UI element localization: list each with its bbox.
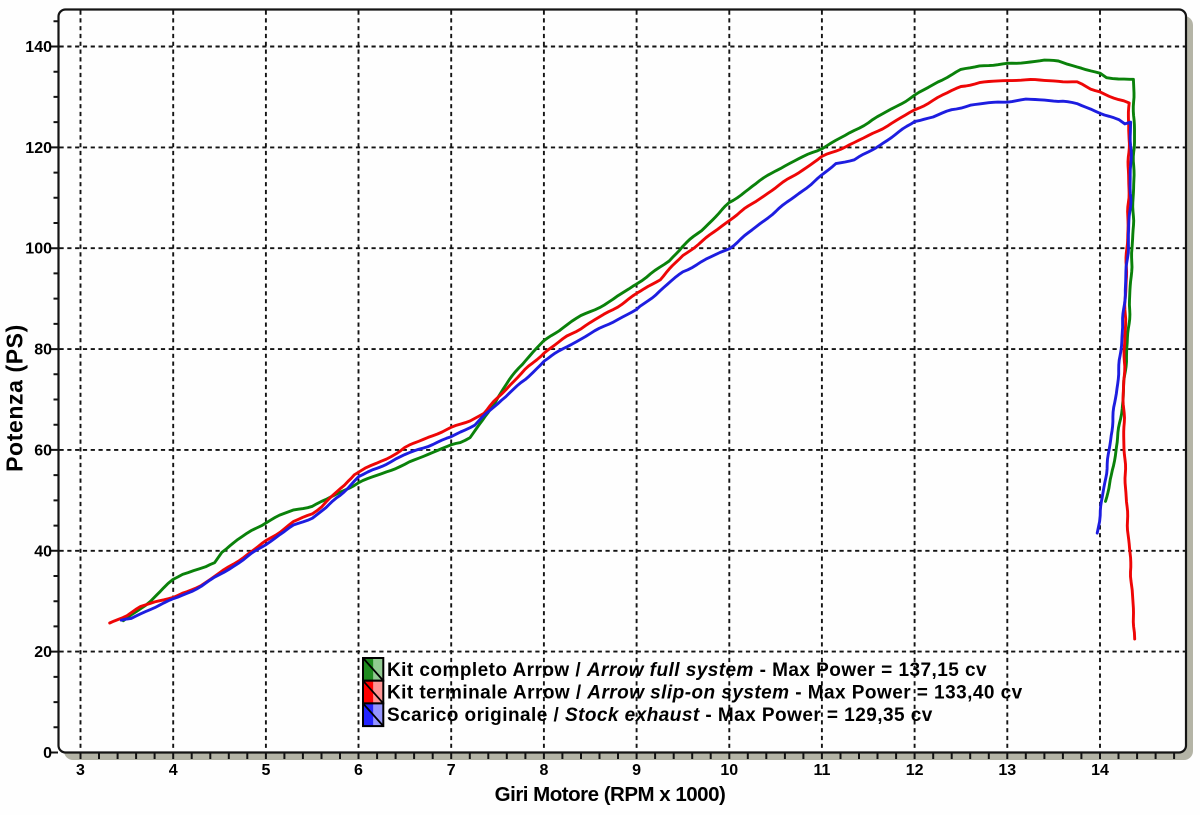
svg-text:100: 100 <box>25 241 52 258</box>
svg-text:Scarico originale / Stock exha: Scarico originale / Stock exhaust - Max … <box>387 705 933 726</box>
svg-text:6: 6 <box>354 762 363 779</box>
svg-text:8: 8 <box>539 762 548 779</box>
svg-text:Potenza (PS): Potenza (PS) <box>2 324 28 472</box>
svg-text:10: 10 <box>720 762 738 779</box>
svg-text:12: 12 <box>906 762 924 779</box>
svg-text:Kit completo Arrow / Arrow ful: Kit completo Arrow / Arrow full system -… <box>387 660 987 681</box>
svg-text:20: 20 <box>34 644 52 661</box>
svg-text:Giri Motore (RPM x 1000): Giri Motore (RPM x 1000) <box>495 783 726 806</box>
svg-text:Kit terminale Arrow / Arrow sl: Kit terminale Arrow / Arrow slip-on syst… <box>387 683 1023 704</box>
svg-text:0: 0 <box>43 745 52 762</box>
svg-text:7: 7 <box>447 762 456 779</box>
svg-text:14: 14 <box>1091 762 1109 779</box>
svg-text:5: 5 <box>261 762 270 779</box>
svg-text:120: 120 <box>25 140 52 157</box>
svg-text:11: 11 <box>813 762 830 779</box>
svg-text:13: 13 <box>998 762 1016 779</box>
svg-text:40: 40 <box>34 543 52 560</box>
svg-text:3: 3 <box>76 762 85 779</box>
svg-text:9: 9 <box>632 762 641 779</box>
svg-text:4: 4 <box>169 762 178 779</box>
svg-text:140: 140 <box>25 39 52 56</box>
svg-text:60: 60 <box>34 442 52 459</box>
svg-text:80: 80 <box>34 342 52 359</box>
